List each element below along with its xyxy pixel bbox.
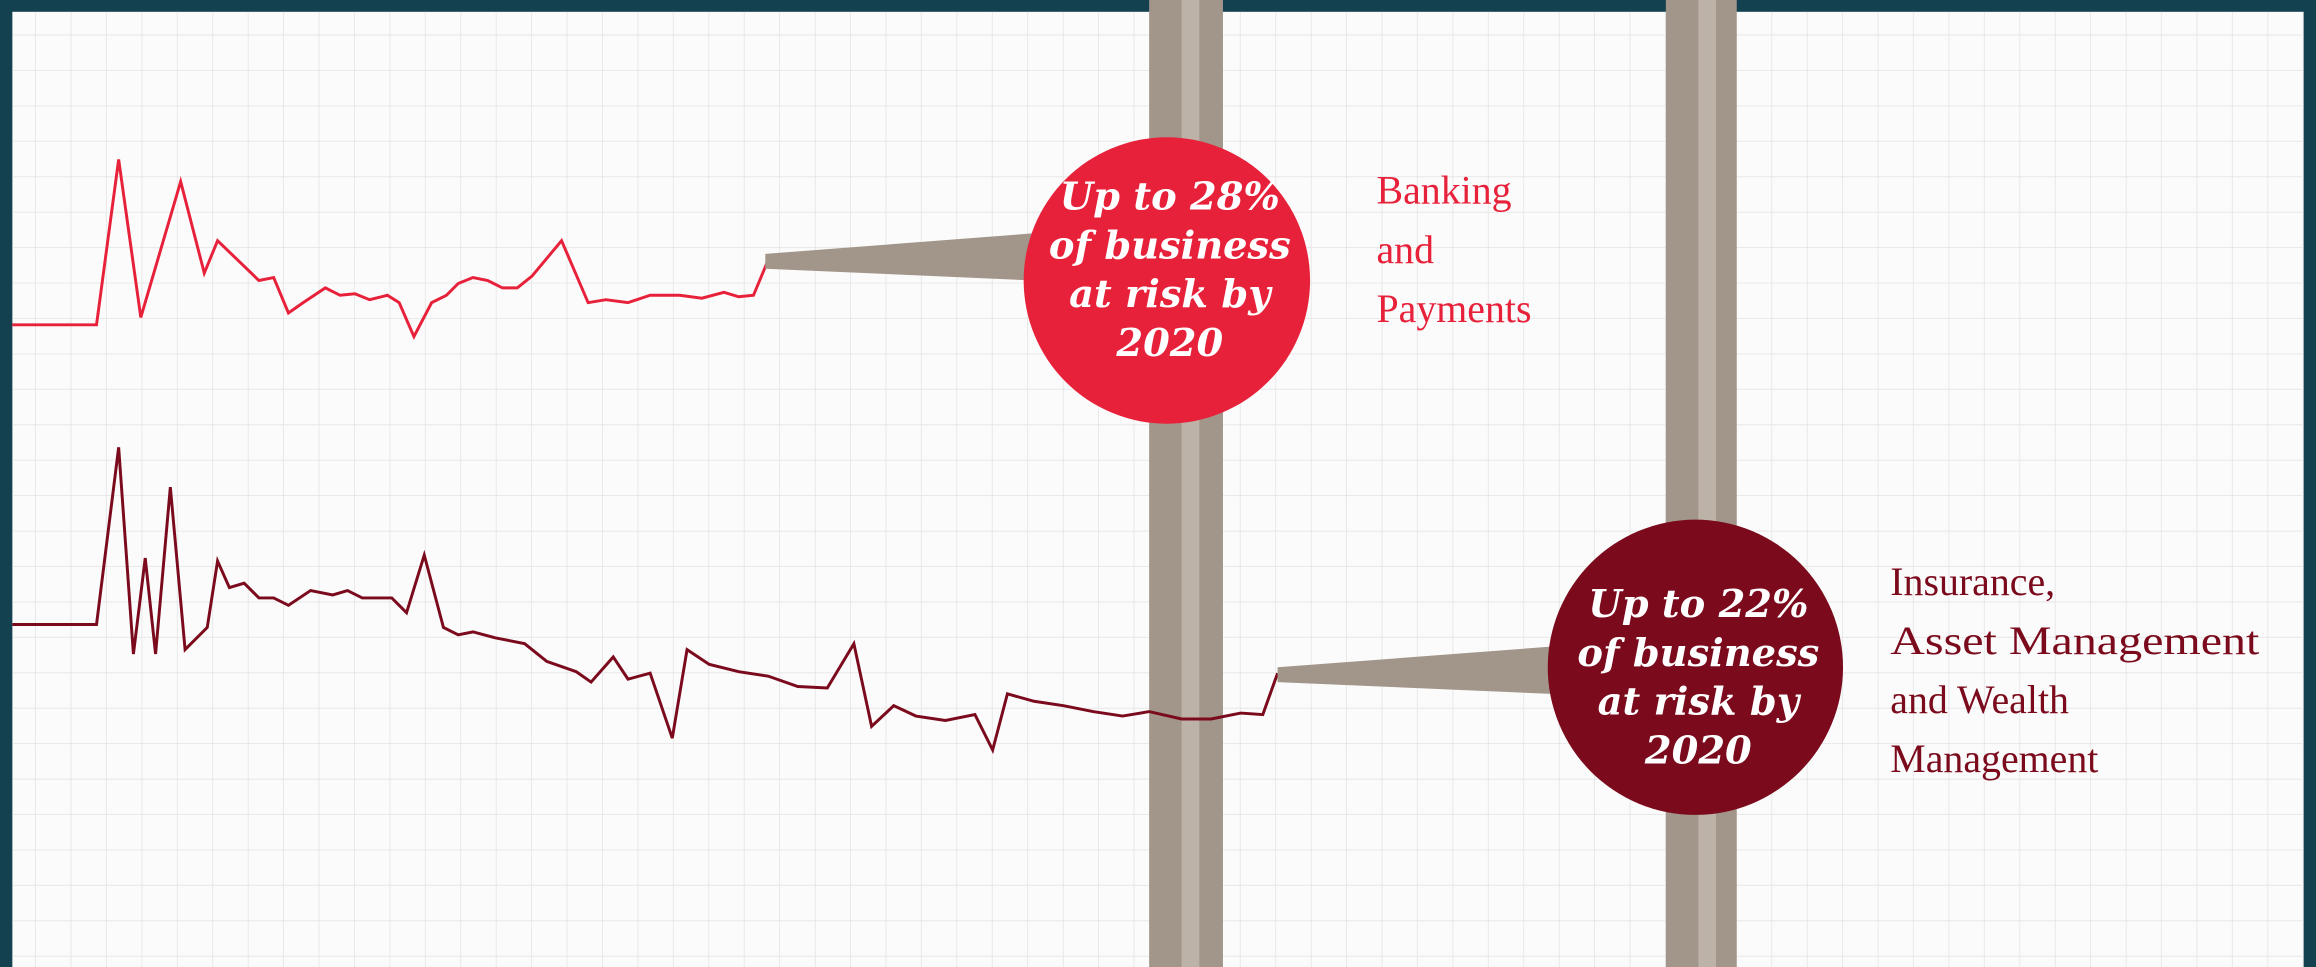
callout-text: at risk by	[1069, 272, 1273, 317]
callout-text: of business	[1577, 631, 1819, 676]
callout-circle	[1023, 137, 1311, 424]
callout-label: Insurance,	[1890, 559, 2055, 604]
callout-label: Banking	[1376, 168, 1511, 213]
callout-text: 2020	[1115, 321, 1223, 366]
callout-text: at risk by	[1598, 680, 1802, 725]
pulse-line	[12, 447, 1279, 755]
callout-circle	[1547, 519, 1844, 815]
callout-label: Management	[1890, 736, 2098, 781]
callout-text: Up to 28%	[1060, 175, 1280, 220]
callout-text: Up to 22%	[1588, 582, 1808, 627]
callout-text: 2020	[1644, 728, 1752, 773]
connector	[765, 233, 1034, 281]
callout-text: of business	[1049, 223, 1291, 268]
pulse-line	[12, 159, 770, 341]
callout-label: Payments	[1376, 286, 1531, 331]
callout-label: and Wealth	[1890, 677, 2069, 722]
callout-label: Asset Management	[1890, 618, 2259, 663]
pillar-highlight	[1698, 0, 1717, 967]
connector	[1277, 646, 1551, 694]
callout-label: and	[1376, 227, 1434, 272]
